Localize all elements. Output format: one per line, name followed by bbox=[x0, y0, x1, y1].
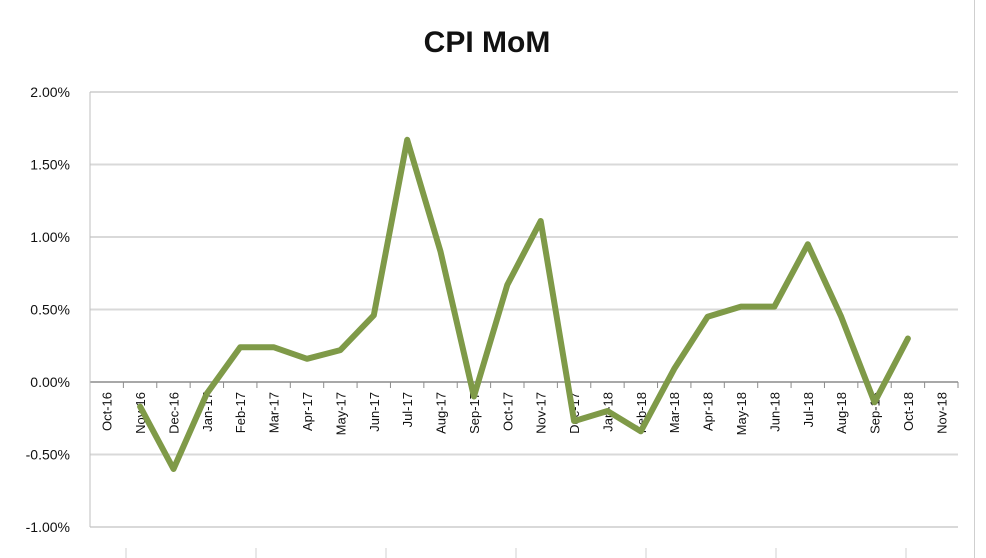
x-axis-tick-labels: Oct-16 Nov-16 Dec-16 Jan-17 Feb-17 Mar-17 Apr-… bbox=[100, 392, 950, 435]
y-tick-label: 0.50% bbox=[30, 302, 70, 318]
x-tick-label: Nov-18 bbox=[934, 392, 949, 434]
x-tick-label: Aug-18 bbox=[834, 392, 849, 434]
y-tick-label: -0.50% bbox=[26, 447, 70, 463]
x-tick-label: Mar-18 bbox=[667, 392, 682, 433]
series-lines bbox=[137, 136, 911, 472]
x-tick-label: Dec-16 bbox=[166, 392, 181, 434]
y-tick-label: -1.00% bbox=[26, 519, 70, 535]
x-tick-label: Jun-17 bbox=[367, 392, 382, 432]
x-tick-label: May-17 bbox=[333, 392, 348, 435]
x-tick-label: Oct-18 bbox=[901, 392, 916, 431]
x-tick-label: Sep-17 bbox=[467, 392, 482, 434]
series-line bbox=[137, 136, 911, 472]
y-tick-label: 0.00% bbox=[30, 374, 70, 390]
x-tick-label: Jun-18 bbox=[767, 392, 782, 432]
gridlines bbox=[90, 91, 958, 558]
x-tick-label: Apr-17 bbox=[300, 392, 315, 431]
x-tick-label: Jul-18 bbox=[801, 392, 816, 427]
x-tick-label: Apr-18 bbox=[701, 392, 716, 431]
y-tick-label: 1.50% bbox=[30, 157, 70, 173]
x-axis bbox=[89, 92, 959, 527]
x-tick-label: May-18 bbox=[734, 392, 749, 435]
chart-title: CPI MoM bbox=[423, 26, 551, 59]
x-tick-label: Oct-16 bbox=[100, 392, 115, 431]
sheet-grid-edge bbox=[976, 0, 986, 558]
x-tick-label: Nov-17 bbox=[534, 392, 549, 434]
y-tick-label: 2.00% bbox=[30, 84, 70, 100]
y-tick-label: 1.00% bbox=[30, 229, 70, 245]
x-tick-label: Mar-17 bbox=[267, 392, 282, 433]
x-tick-label: Sep-18 bbox=[868, 392, 883, 434]
y-axis-tick-labels: 2.00% 1.50% 1.00% 0.50% 0.00% -0.50% -1.00% bbox=[26, 84, 70, 535]
x-tick-label: Oct-17 bbox=[500, 392, 515, 431]
x-tick-label: Jul-17 bbox=[400, 392, 415, 427]
x-tick-label: Feb-17 bbox=[233, 392, 248, 433]
x-tick-label: Aug-17 bbox=[434, 392, 449, 434]
